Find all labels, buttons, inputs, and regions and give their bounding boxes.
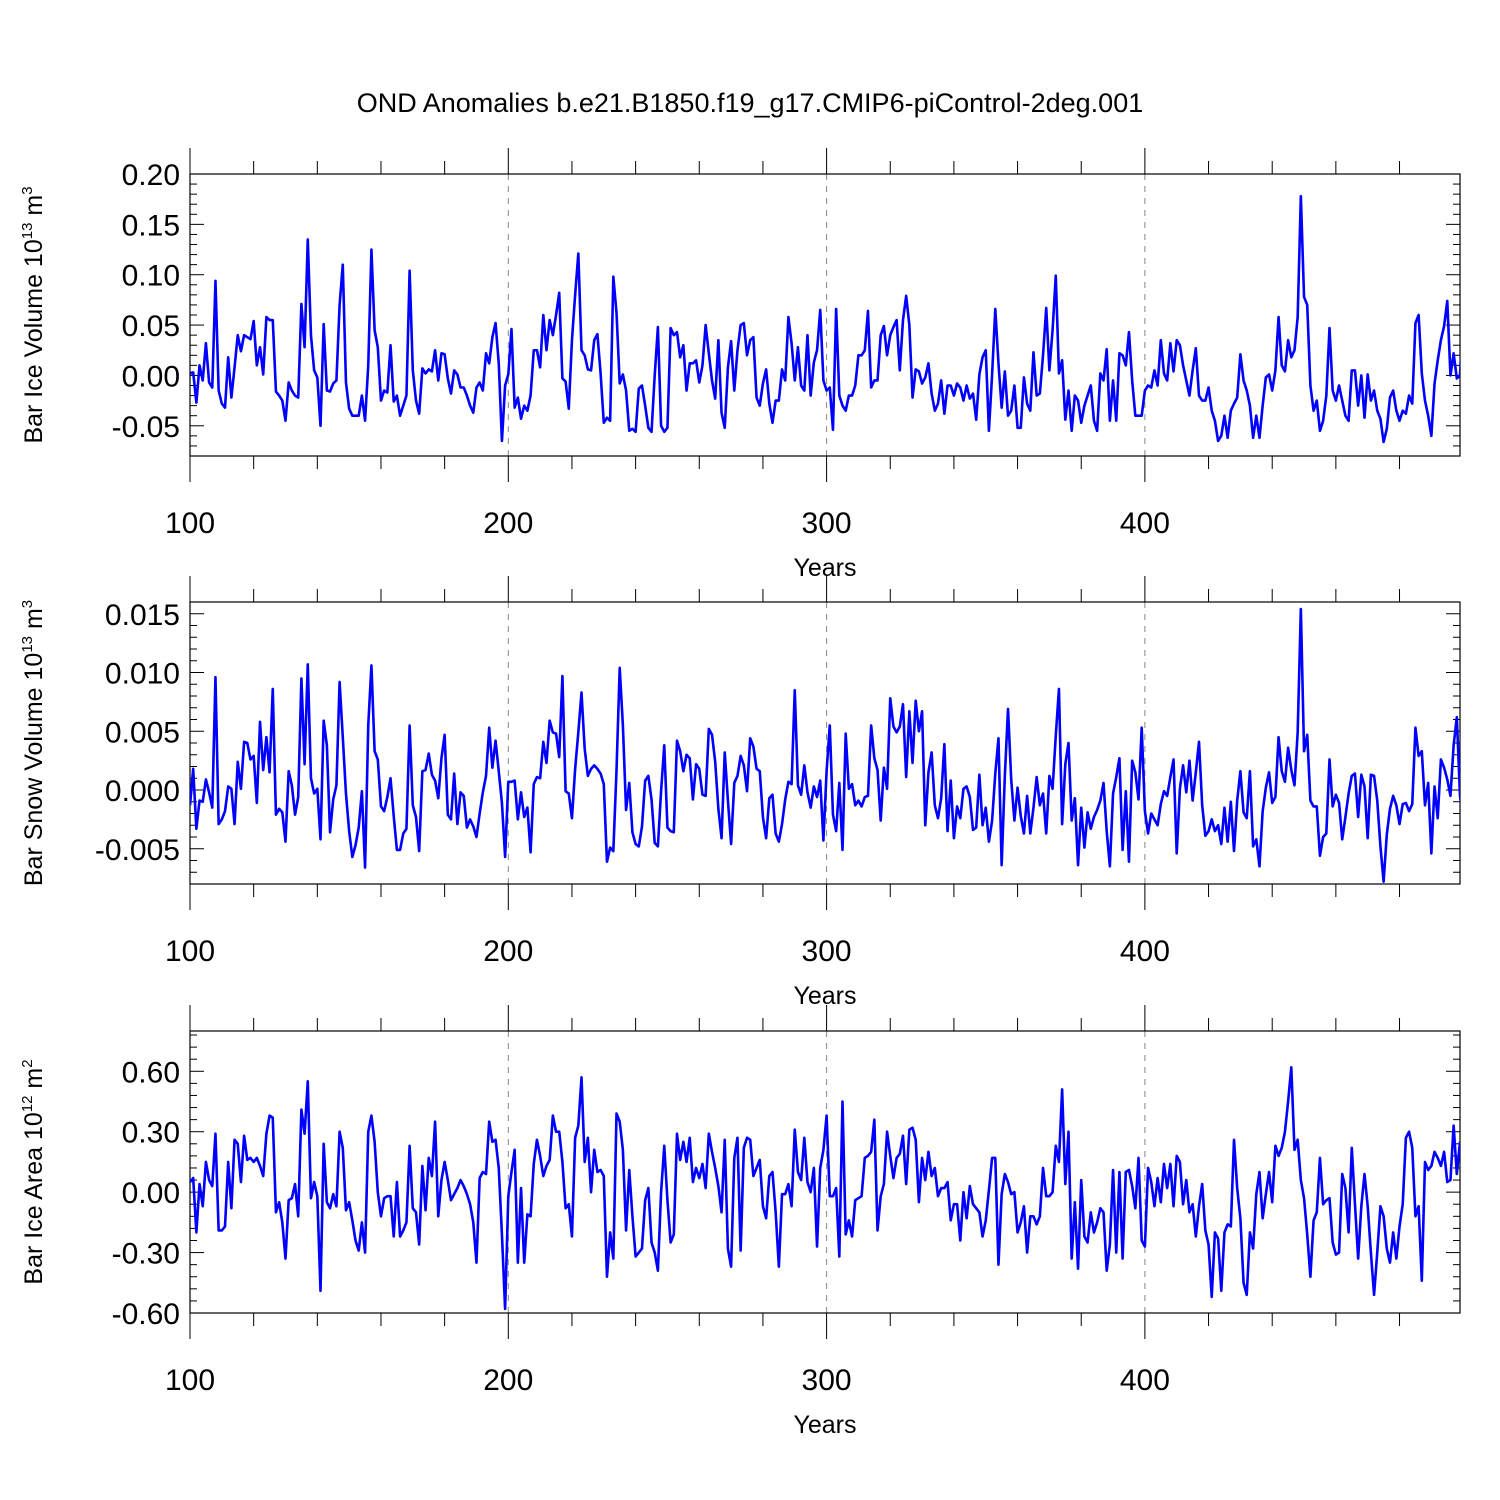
x-tick-label: 300 — [802, 935, 852, 968]
y-axis-label: Bar Snow Volume 1013 m3 — [19, 600, 48, 886]
series-line — [190, 607, 1460, 883]
x-tick-label: 400 — [1120, 1364, 1170, 1397]
x-tick-label: 400 — [1120, 935, 1170, 968]
y-axis-label-unit: m — [20, 1068, 48, 1089]
x-tick-label: 100 — [165, 1364, 215, 1397]
x-tick-label: 100 — [165, 507, 215, 540]
y-tick-label: 0.15 — [122, 209, 180, 242]
y-axis-label: Bar Ice Area 1012 m2 — [19, 1059, 48, 1284]
panel-2: 0.015 0.010 0.005 0.000 -0.005 100 200 300 400 Ye… — [19, 576, 1461, 1010]
panel-3: 0.60 0.30 0.00 -0.30 -0.60 100 200 300 400 Years B… — [19, 1005, 1461, 1439]
x-tick-label: 300 — [802, 507, 852, 540]
y-tick-label: -0.05 — [112, 411, 180, 444]
x-tick-label: 200 — [483, 507, 533, 540]
y-axis-label-exponent: 12 — [19, 1096, 36, 1113]
y-axis-label-space — [20, 629, 48, 636]
y-tick-label: 0.00 — [122, 1177, 180, 1210]
y-axis-label-unit: m — [20, 195, 48, 216]
x-axis-label: Years — [793, 1411, 856, 1439]
y-tick-label: -0.30 — [112, 1238, 180, 1271]
x-tick-label: 100 — [165, 935, 215, 968]
y-axis-label-unit-exponent: 3 — [19, 186, 36, 194]
plot-frame — [189, 173, 1461, 457]
x-axis-label: Years — [793, 982, 856, 1010]
y-axis-label-exponent: 13 — [19, 223, 36, 240]
series-line — [190, 1065, 1460, 1311]
y-axis-label-text: Bar Ice Area 10 — [20, 1112, 48, 1284]
x-tick-label: 400 — [1120, 507, 1170, 540]
plot-frame — [189, 601, 1461, 885]
plot-frame — [189, 1030, 1461, 1314]
y-tick-label: 0.00 — [122, 360, 180, 393]
y-tick-label: 0.015 — [105, 599, 180, 632]
y-tick-label: 0.30 — [122, 1117, 180, 1150]
panels: 0.20 0.15 0.10 0.05 0.00 -0.05 100 200 300 400 Yea… — [19, 148, 1461, 1439]
y-axis-label-unit-exponent: 3 — [19, 600, 36, 608]
y-tick-label: 0.010 — [105, 658, 180, 691]
y-axis-label-text: Bar Ice Volume 10 — [20, 239, 48, 443]
y-tick-label: 0.20 — [122, 159, 180, 192]
y-axis-label-unit-exponent: 2 — [19, 1059, 36, 1067]
y-axis-label-space — [20, 216, 48, 223]
y-axis-label-unit: m — [20, 608, 48, 629]
y-tick-label: -0.60 — [112, 1298, 180, 1331]
x-tick-label: 300 — [802, 1364, 852, 1397]
panel-1: 0.20 0.15 0.10 0.05 0.00 -0.05 100 200 300 400 Yea… — [19, 148, 1461, 582]
series-line — [190, 194, 1460, 444]
y-tick-label: 0.005 — [105, 716, 180, 749]
x-tick-label: 200 — [483, 935, 533, 968]
y-axis-label: Bar Ice Volume 1013 m3 — [19, 186, 48, 443]
y-tick-label: 0.60 — [122, 1056, 180, 1089]
y-tick-label: 0.10 — [122, 260, 180, 293]
y-axis-label-exponent: 13 — [19, 636, 36, 653]
figure-title: OND Anomalies b.e21.B1850.f19_g17.CMIP6-… — [357, 88, 1143, 118]
y-axis-label-space — [20, 1089, 48, 1096]
y-tick-label: 0.05 — [122, 310, 180, 343]
x-axis-label: Years — [793, 554, 856, 582]
y-tick-label: 0.000 — [105, 775, 180, 808]
y-axis-label-text: Bar Snow Volume 10 — [20, 653, 48, 886]
y-tick-label: -0.005 — [95, 834, 180, 867]
x-tick-label: 200 — [483, 1364, 533, 1397]
